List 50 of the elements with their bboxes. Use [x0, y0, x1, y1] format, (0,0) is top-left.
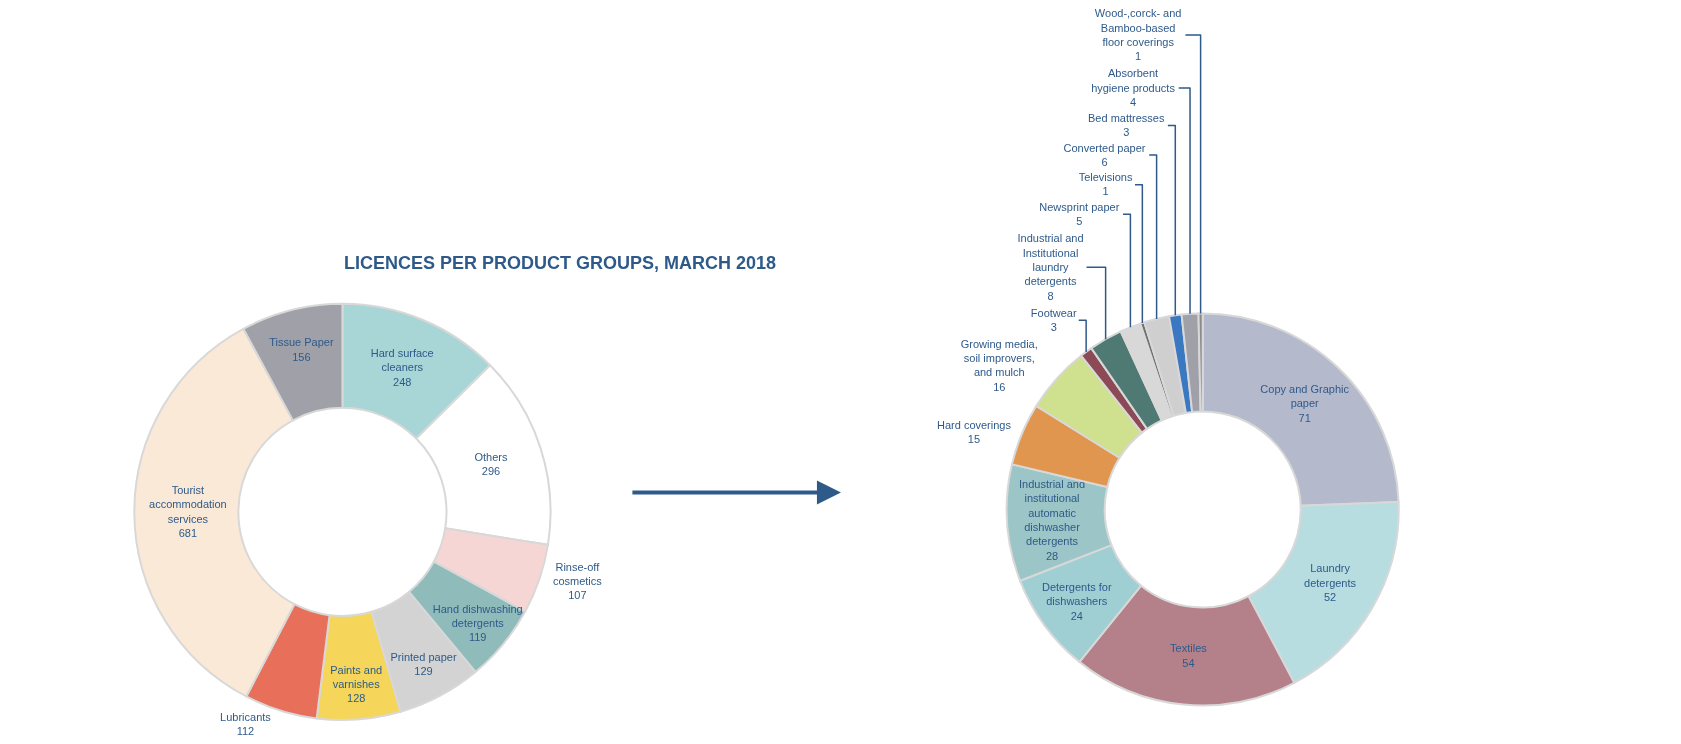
slice-label: Footwear	[1030, 306, 1077, 319]
slice-label: Absorbent hygiene products	[1091, 67, 1176, 94]
data-label: 16	[993, 380, 1006, 393]
slice-label: Hand dishwashing detergents	[432, 602, 523, 629]
slice-label: Industrial and institutional automatic dishwasher detergents	[1019, 477, 1086, 548]
slice-label: Televisions	[1078, 171, 1133, 184]
data-label: 54	[1182, 656, 1195, 669]
slice-label: Hard surface cleaners	[370, 347, 434, 374]
slice-label: Paints and varnishes	[330, 663, 383, 691]
data-label: 128	[347, 692, 366, 705]
data-label: 156	[292, 350, 311, 363]
slice-label: Others	[474, 450, 509, 463]
data-label: 681	[178, 527, 198, 540]
data-label: 296	[481, 464, 501, 477]
data-label: 15	[967, 432, 981, 445]
slice-label: Textiles	[1170, 642, 1208, 655]
slice-label: Laundry detergents	[1304, 562, 1357, 589]
data-label: 129	[414, 665, 433, 678]
data-label: 112	[236, 724, 255, 737]
data-label: 71	[1298, 411, 1311, 424]
slice-label: Tourist accommodation services	[149, 484, 227, 525]
data-label: 52	[1323, 590, 1337, 603]
slice-label: Hard coverings	[936, 418, 1012, 431]
data-label: 107	[568, 589, 587, 602]
slice-label: Converted paper	[1063, 141, 1146, 154]
data-label: 4	[1129, 96, 1137, 109]
data-label: 3	[1123, 126, 1130, 139]
slice-label: Industrial and Institutional laundry detergents	[1017, 232, 1084, 288]
data-label: 6	[1101, 155, 1108, 168]
donut-slice	[1143, 315, 1187, 417]
slice-label: Bed mattresses	[1088, 111, 1165, 124]
data-label: 3	[1050, 321, 1057, 334]
slice-label: Detergents for dishwashers	[1041, 580, 1112, 608]
data-label: 119	[468, 631, 487, 644]
slice-label: Wood-,corck- and Bamboo-based floor coverings	[1094, 7, 1182, 48]
slice-label: Copy and Graphic paper	[1260, 382, 1350, 410]
data-label: 28	[1045, 549, 1059, 562]
data-label: 248	[393, 375, 412, 388]
chart-title: LICENCES PER PRODUCT GROUPS, MARCH 2018	[344, 253, 777, 273]
data-label: 8	[1047, 289, 1054, 302]
slice-label: Newsprint paper	[1039, 200, 1120, 213]
data-label: 24	[1070, 609, 1083, 622]
slice-label: Lubricants	[220, 710, 272, 723]
data-label: 5	[1076, 215, 1083, 228]
data-label: 1	[1102, 185, 1109, 198]
slice-label: Rinse-off cosmetics	[552, 560, 603, 588]
slice-label: Printed paper	[390, 651, 457, 664]
slice-label: Growing media, soil improvers, and mulch	[960, 337, 1038, 379]
slice-label: Tissue Paper	[269, 336, 334, 349]
data-label: 1	[1135, 50, 1142, 63]
